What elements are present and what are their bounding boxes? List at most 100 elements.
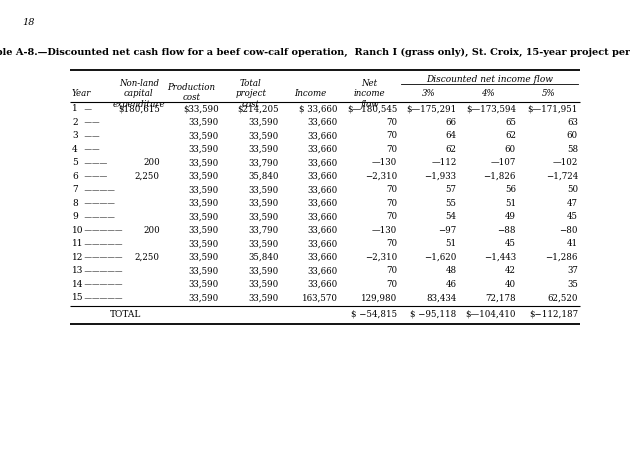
Text: 64: 64 <box>445 131 457 140</box>
Text: 35,840: 35,840 <box>248 253 278 262</box>
Text: 70: 70 <box>386 239 397 248</box>
Text: ——: —— <box>82 118 100 126</box>
Text: 40: 40 <box>505 280 516 289</box>
Text: −1,443: −1,443 <box>484 253 516 262</box>
Text: 33,590: 33,590 <box>189 145 219 154</box>
Text: 2,250: 2,250 <box>135 253 160 262</box>
Text: 47: 47 <box>567 199 578 208</box>
Text: 33,790: 33,790 <box>248 226 278 235</box>
Text: 1: 1 <box>72 104 77 113</box>
Text: 62: 62 <box>445 145 457 154</box>
Text: 70: 70 <box>386 212 397 221</box>
Text: −97: −97 <box>438 226 457 235</box>
Text: 33,590: 33,590 <box>189 158 219 167</box>
Text: 163,570: 163,570 <box>302 293 338 302</box>
Text: 63: 63 <box>567 118 578 127</box>
Text: $180,615: $180,615 <box>118 104 160 113</box>
Text: 35,840: 35,840 <box>248 172 278 181</box>
Text: 33,590: 33,590 <box>189 172 219 181</box>
Text: —————: ————— <box>82 226 122 234</box>
Text: $—175,291: $—175,291 <box>406 104 457 113</box>
Text: 14: 14 <box>72 280 84 289</box>
Text: 51: 51 <box>445 239 457 248</box>
Text: 70: 70 <box>386 199 397 208</box>
Text: 33,590: 33,590 <box>189 226 219 235</box>
Text: —————: ————— <box>82 280 122 288</box>
Text: −2,310: −2,310 <box>365 253 397 262</box>
Text: 33,590: 33,590 <box>248 280 278 289</box>
Text: 33,590: 33,590 <box>248 145 278 154</box>
Text: 33,660: 33,660 <box>307 253 338 262</box>
Text: 5%: 5% <box>542 89 556 98</box>
Text: 4: 4 <box>72 145 77 154</box>
Text: 33,660: 33,660 <box>307 158 338 167</box>
Text: 33,660: 33,660 <box>307 226 338 235</box>
Text: 62: 62 <box>505 131 516 140</box>
Text: —130: —130 <box>372 226 397 235</box>
Text: 46: 46 <box>445 280 457 289</box>
Text: 33,660: 33,660 <box>307 239 338 248</box>
Text: 3%: 3% <box>422 89 436 98</box>
Text: 65: 65 <box>505 118 516 127</box>
Text: 33,590: 33,590 <box>248 131 278 140</box>
Text: 58: 58 <box>567 145 578 154</box>
Text: 42: 42 <box>505 266 516 275</box>
Text: ——: —— <box>82 132 100 140</box>
Text: 33,590: 33,590 <box>248 293 278 302</box>
Text: —————: ————— <box>82 267 122 275</box>
Text: 33,660: 33,660 <box>307 131 338 140</box>
Text: 12: 12 <box>72 253 83 262</box>
Text: Total
project
cost: Total project cost <box>235 79 266 109</box>
Text: Net
income
flow: Net income flow <box>353 79 386 109</box>
Text: 35: 35 <box>567 280 578 289</box>
Text: 9: 9 <box>72 212 77 221</box>
Text: 33,590: 33,590 <box>248 266 278 275</box>
Text: $—171,951: $—171,951 <box>527 104 578 113</box>
Text: —————: ————— <box>82 294 122 302</box>
Text: 41: 41 <box>567 239 578 248</box>
Text: TOTAL: TOTAL <box>110 310 142 319</box>
Text: 2,250: 2,250 <box>135 172 160 181</box>
Text: $—173,594: $—173,594 <box>466 104 516 113</box>
Text: 33,660: 33,660 <box>307 199 338 208</box>
Text: 33,660: 33,660 <box>307 118 338 127</box>
Text: 4%: 4% <box>481 89 495 98</box>
Text: 48: 48 <box>445 266 457 275</box>
Text: 83,434: 83,434 <box>427 293 457 302</box>
Text: 7: 7 <box>72 185 77 194</box>
Text: $ 33,660: $ 33,660 <box>299 104 338 113</box>
Text: 15: 15 <box>72 293 84 302</box>
Text: 45: 45 <box>567 212 578 221</box>
Text: $ −95,118: $ −95,118 <box>410 310 457 319</box>
Text: −1,724: −1,724 <box>546 172 578 181</box>
Text: 33,590: 33,590 <box>189 280 219 289</box>
Text: 33,590: 33,590 <box>248 185 278 194</box>
Text: 33,590: 33,590 <box>189 253 219 262</box>
Text: $ −54,815: $ −54,815 <box>351 310 397 319</box>
Text: 129,980: 129,980 <box>361 293 397 302</box>
Text: 8: 8 <box>72 199 77 208</box>
Text: —————: ————— <box>82 240 122 248</box>
Text: 33,590: 33,590 <box>189 199 219 208</box>
Text: 33,790: 33,790 <box>248 158 278 167</box>
Text: —107: —107 <box>491 158 516 167</box>
Text: ———: ——— <box>82 159 107 167</box>
Text: 33,590: 33,590 <box>189 266 219 275</box>
Text: 45: 45 <box>505 239 516 248</box>
Text: 70: 70 <box>386 280 397 289</box>
Text: 33,660: 33,660 <box>307 266 338 275</box>
Text: 33,590: 33,590 <box>189 185 219 194</box>
Text: Table A-8.—Discounted net cash flow for a beef cow-calf operation,  Ranch I (gra: Table A-8.—Discounted net cash flow for … <box>0 48 630 57</box>
Text: 33,590: 33,590 <box>189 293 219 302</box>
Text: 33,590: 33,590 <box>248 118 278 127</box>
Text: 70: 70 <box>386 118 397 127</box>
Text: 33,590: 33,590 <box>248 212 278 221</box>
Text: 70: 70 <box>386 266 397 275</box>
Text: 55: 55 <box>445 199 457 208</box>
Text: $33,590: $33,590 <box>183 104 219 113</box>
Text: $—104,410: $—104,410 <box>466 310 516 319</box>
Text: 3: 3 <box>72 131 77 140</box>
Text: 56: 56 <box>505 185 516 194</box>
Text: 33,660: 33,660 <box>307 172 338 181</box>
Text: 70: 70 <box>386 185 397 194</box>
